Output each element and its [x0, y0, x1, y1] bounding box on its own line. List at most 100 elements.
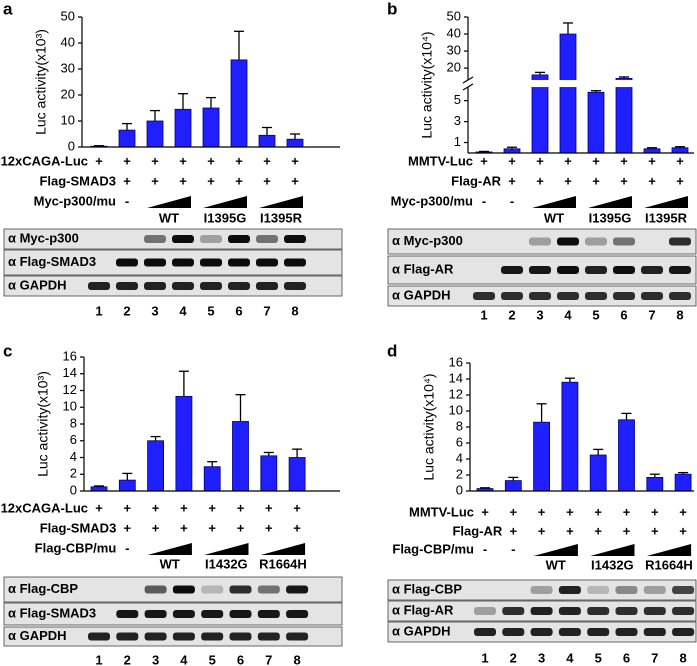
blot-band [256, 282, 278, 290]
break-mark [462, 76, 474, 84]
blot-band [228, 282, 250, 290]
treatment-mark: + [208, 520, 216, 535]
dose-wedge [532, 196, 576, 208]
lane-number: 2 [123, 303, 130, 318]
blot-label: α Flag-AR [392, 602, 454, 617]
treatment-mark: + [124, 520, 132, 535]
lane-number: 1 [480, 307, 487, 322]
dose-wedge [644, 196, 688, 208]
dose-wedge [260, 543, 306, 555]
treatment-mark: + [623, 504, 631, 519]
blot-band [669, 292, 691, 300]
blot-band [473, 292, 495, 300]
y-tick-label: 1 [454, 134, 461, 149]
blot-band [530, 607, 553, 615]
y-tick-label: 30 [447, 43, 461, 58]
treatment-mark: - [125, 193, 129, 208]
y-tick-label: 16 [449, 354, 463, 369]
group-label: WT [544, 210, 564, 225]
y-tick-label: 20 [61, 86, 75, 101]
treatment-mark: + [180, 500, 188, 515]
bar [175, 395, 193, 492]
treatment-mark: + [651, 504, 659, 519]
blot-label: α Flag-CBP [8, 581, 78, 596]
bar [202, 107, 220, 148]
y-tick-label: 10 [449, 402, 463, 417]
axis-break [460, 80, 696, 88]
y-tick-label: 0 [456, 482, 463, 497]
treatment-mark: + [152, 520, 160, 535]
blot-band [502, 607, 525, 615]
lane-number: 3 [536, 307, 543, 322]
treatment-mark: + [510, 523, 518, 538]
bar [671, 147, 689, 154]
treatment-mark: + [179, 153, 187, 168]
treatment-label: Flag-AR [451, 173, 501, 188]
blot-band [144, 258, 166, 267]
lane-number: 3 [538, 650, 545, 665]
treatment-mark: + [651, 523, 659, 538]
blot-band [613, 292, 635, 300]
treatment-label: Flag-SMAD3 [39, 173, 116, 188]
y-axis-label: Luc activity(x10⁴) [419, 31, 435, 138]
group-label: I1395G [589, 210, 632, 225]
blot-band [286, 610, 309, 618]
lane-number: 3 [152, 652, 159, 666]
blot-band [144, 585, 167, 594]
blot-band [144, 235, 166, 243]
blot-band [558, 607, 581, 615]
blot-band [88, 632, 110, 641]
y-tick-label: 12 [63, 382, 77, 397]
y-tick-label: 2 [70, 466, 77, 481]
blot-band [669, 237, 691, 246]
y-axis-label: Luc activity(x10³) [33, 29, 49, 135]
y-tick-label: 14 [63, 365, 77, 380]
bar [230, 59, 248, 148]
blot-label: α GAPDH [8, 277, 67, 292]
group-label: R1664H [259, 556, 307, 571]
treatment-mark: + [592, 153, 600, 168]
blot-band [201, 610, 224, 618]
blot-band [200, 258, 222, 267]
blot-label: α GAPDH [8, 628, 67, 643]
treatment-mark: + [123, 153, 131, 168]
blot-band [474, 628, 496, 636]
treatment-mark: + [480, 153, 488, 168]
blot-band [585, 237, 607, 246]
dose-wedge [147, 543, 192, 555]
lane-number: 2 [508, 307, 515, 322]
lane-number: 6 [623, 650, 630, 665]
bar [674, 473, 692, 492]
lane-number: 1 [481, 650, 488, 665]
lane-number: 1 [95, 303, 102, 318]
y-tick-label: 50 [447, 8, 461, 23]
y-tick-label: 30 [61, 60, 75, 75]
blot-band [558, 586, 581, 594]
lane-number: 3 [151, 303, 158, 318]
panel-label: a [3, 0, 13, 18]
blot-band [672, 607, 695, 615]
y-tick-label: 5 [454, 92, 461, 107]
lane-number: 7 [265, 652, 272, 666]
blot-band [585, 266, 607, 274]
blot-band [587, 628, 610, 636]
blot-band [256, 258, 278, 267]
blot-band [530, 586, 553, 594]
blot-band [116, 282, 138, 290]
bar [147, 440, 165, 492]
treatment-mark: + [207, 173, 215, 188]
treatment-mark: + [564, 173, 572, 188]
group-label: I1395R [260, 210, 303, 225]
blot-band [88, 282, 110, 290]
blot-band [501, 292, 523, 300]
bar [286, 138, 304, 148]
treatment-mark: + [620, 153, 628, 168]
lane-number: 2 [510, 650, 517, 665]
blot-label: α Flag-SMAD3 [8, 605, 96, 620]
panel-label: b [387, 0, 397, 18]
lane-number: 8 [291, 303, 298, 318]
blot-band [615, 607, 638, 615]
bar [146, 120, 164, 148]
bar [561, 381, 579, 492]
group-label: R1664H [645, 557, 693, 572]
